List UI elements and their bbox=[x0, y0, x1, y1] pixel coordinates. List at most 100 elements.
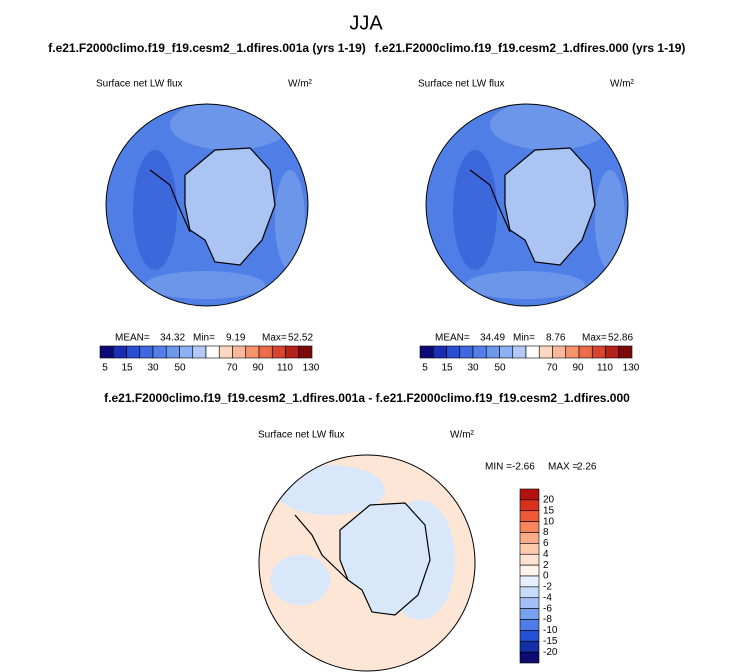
colorbar-label: 5 bbox=[102, 363, 108, 374]
colorbar-box bbox=[99, 345, 114, 359]
stat-value: -2.66 bbox=[512, 462, 535, 473]
colorbar-label: -4 bbox=[543, 592, 552, 603]
colorbar-box bbox=[232, 345, 247, 359]
stat-label: Max= bbox=[262, 333, 287, 344]
colorbar-box bbox=[271, 345, 286, 359]
colorbar-box bbox=[519, 510, 540, 522]
colorbar-box bbox=[179, 345, 194, 359]
stat-value: 34.49 bbox=[480, 333, 505, 344]
colorbar-label: 110 bbox=[597, 363, 613, 374]
colorbar-label: -2 bbox=[543, 582, 552, 593]
colorbar-label: -6 bbox=[543, 603, 552, 614]
diff-subtitle: f.e21.F2000climo.f19_f19.cesm2_1.dfires.… bbox=[104, 391, 630, 405]
colorbar-box bbox=[519, 608, 540, 620]
panel-subtitle: f.e21.F2000climo.f19_f19.cesm2_1.dfires.… bbox=[375, 41, 686, 55]
stat-label: MEAN= bbox=[435, 333, 470, 344]
colorbar-label: 110 bbox=[277, 363, 293, 374]
colorbar-label: 2 bbox=[543, 560, 549, 571]
colorbar-box bbox=[519, 575, 540, 588]
units: W/m² bbox=[450, 430, 475, 441]
stat-value: 8.76 bbox=[546, 333, 566, 344]
colorbar-box bbox=[519, 651, 540, 664]
colorbar-box bbox=[499, 345, 514, 359]
colorbar-label: 15 bbox=[121, 363, 133, 374]
colorbar-label: 90 bbox=[252, 363, 264, 374]
colorbar-label: 50 bbox=[494, 363, 506, 374]
colorbar-label: 130 bbox=[303, 363, 320, 374]
colorbar-box bbox=[519, 640, 540, 653]
colorbar-box bbox=[519, 597, 540, 609]
colorbar-box bbox=[419, 345, 434, 359]
colorbar-box bbox=[285, 345, 300, 359]
colorbar-box bbox=[538, 345, 553, 359]
units: W/m² bbox=[288, 79, 313, 90]
colorbar-label: 0 bbox=[543, 571, 549, 582]
map-border bbox=[105, 103, 309, 307]
stat-value: 52.86 bbox=[608, 333, 633, 344]
colorbar-box bbox=[519, 619, 540, 631]
stat-label: Min= bbox=[513, 333, 535, 344]
colorbar-label: 30 bbox=[147, 363, 159, 374]
colorbar-box bbox=[258, 345, 273, 359]
colorbar-box bbox=[432, 345, 447, 359]
colorbar-box bbox=[165, 345, 180, 359]
colorbar-box bbox=[519, 630, 540, 642]
stat-label: MEAN= bbox=[115, 333, 150, 344]
colorbar-box bbox=[139, 345, 154, 359]
colorbar-box bbox=[298, 345, 313, 359]
colorbar-box bbox=[519, 521, 540, 533]
colorbar-label: 15 bbox=[441, 363, 453, 374]
stat-label: Max= bbox=[582, 333, 607, 344]
colorbar-box bbox=[459, 345, 474, 359]
colorbar-label: 30 bbox=[467, 363, 479, 374]
colorbar-box bbox=[205, 345, 220, 359]
colorbar-box bbox=[512, 345, 527, 359]
colorbar-label: -15 bbox=[543, 636, 558, 647]
colorbar-box bbox=[578, 345, 593, 359]
stat-label: Min= bbox=[193, 333, 215, 344]
map bbox=[106, 104, 308, 306]
colorbar-box bbox=[245, 345, 260, 359]
colorbar-box bbox=[519, 586, 540, 599]
map bbox=[259, 455, 475, 671]
colorbar-label: 4 bbox=[543, 549, 549, 560]
colorbar-box bbox=[605, 345, 620, 359]
colorbar-label: 15 bbox=[543, 505, 555, 516]
title: JJA bbox=[349, 12, 383, 34]
colorbar-label: 20 bbox=[543, 495, 555, 506]
colorbar-label: 6 bbox=[543, 538, 549, 549]
map-border bbox=[425, 103, 629, 307]
stat-label: MAX = bbox=[548, 462, 578, 473]
stat-value: 34.32 bbox=[160, 333, 185, 344]
colorbar-box bbox=[152, 345, 167, 359]
colorbar-box bbox=[618, 345, 633, 359]
colorbar-label: 70 bbox=[226, 363, 238, 374]
colorbar-label: 8 bbox=[543, 527, 549, 538]
colorbar-box bbox=[519, 488, 540, 501]
stat-value: 52.52 bbox=[288, 333, 313, 344]
colorbar-label: 5 bbox=[422, 363, 428, 374]
panel-subtitle: f.e21.F2000climo.f19_f19.cesm2_1.dfires.… bbox=[48, 41, 366, 55]
colorbar-box bbox=[552, 345, 567, 359]
colorbar-label: 130 bbox=[623, 363, 640, 374]
colorbar-box bbox=[519, 553, 540, 566]
colorbar-box bbox=[485, 345, 500, 359]
map-border bbox=[258, 454, 476, 672]
stat-value: 9.19 bbox=[226, 333, 246, 344]
colorbar-label: -8 bbox=[543, 614, 552, 625]
panel-label: Surface net LW flux bbox=[96, 79, 183, 90]
colorbar-box bbox=[472, 345, 487, 359]
colorbar-box bbox=[112, 345, 127, 359]
units: W/m² bbox=[610, 79, 635, 90]
colorbar-label: 70 bbox=[546, 363, 558, 374]
stat-label: MIN = bbox=[485, 462, 512, 473]
colorbar-label: -20 bbox=[543, 647, 558, 658]
colorbar-label: 90 bbox=[572, 363, 584, 374]
colorbar-box bbox=[525, 345, 540, 359]
colorbar-box bbox=[519, 543, 540, 555]
colorbar-box bbox=[591, 345, 606, 359]
colorbar-box bbox=[519, 499, 540, 512]
panel-label: Surface net LW flux bbox=[258, 430, 345, 441]
